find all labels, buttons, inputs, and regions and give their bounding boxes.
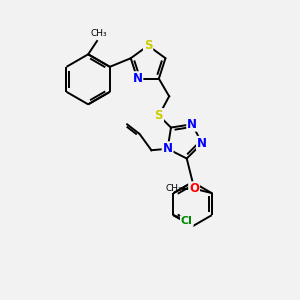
Text: CH₃: CH₃ [90,28,107,38]
Text: S: S [154,109,163,122]
Text: S: S [144,39,152,52]
Text: CH₃: CH₃ [165,184,182,193]
Text: Cl: Cl [181,216,193,226]
Text: O: O [189,182,199,195]
Text: N: N [163,142,172,155]
Text: N: N [187,118,197,131]
Text: N: N [132,72,142,85]
Text: N: N [197,137,207,150]
